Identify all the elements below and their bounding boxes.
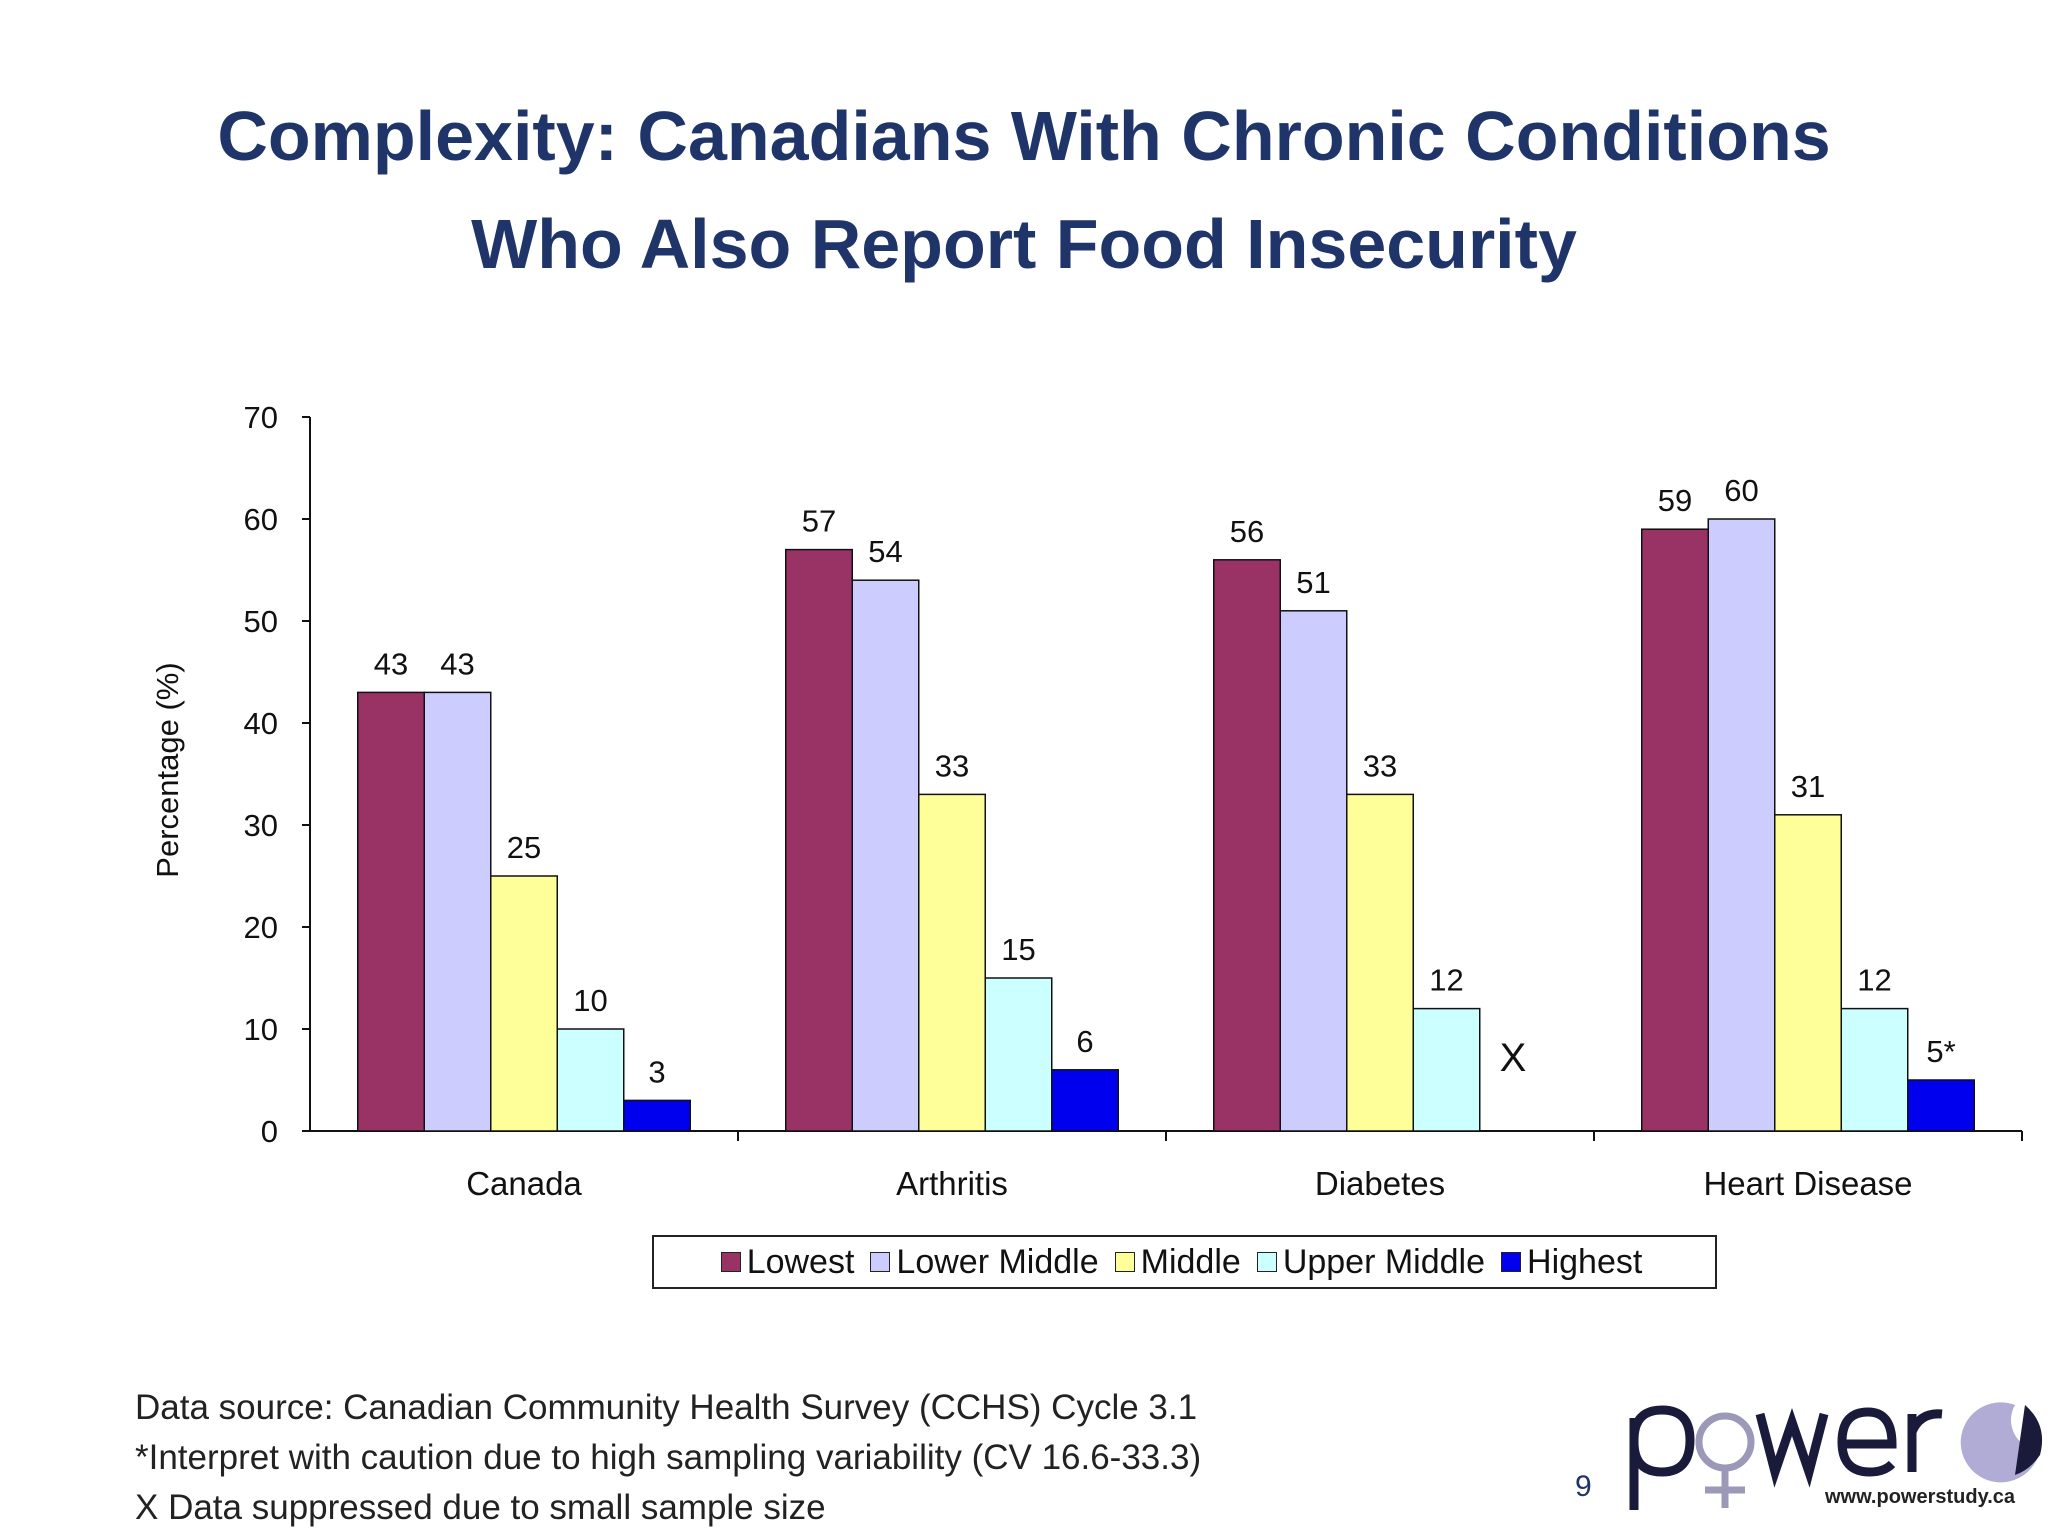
y-tick-label: 10	[244, 1012, 278, 1047]
y-axis-label: Percentage (%)	[150, 662, 185, 877]
logo-p-glyph	[1629, 1405, 1695, 1510]
logo-wer-glyphs	[1755, 1407, 1943, 1488]
data-label: 12	[1429, 963, 1463, 998]
y-tick-label: 60	[244, 502, 278, 537]
data-label: 56	[1230, 514, 1264, 549]
title-line-2: Who Also Report Food Insecurity	[471, 205, 1577, 283]
legend-label: Highest	[1527, 1242, 1643, 1281]
bar-lowest	[785, 548, 853, 1132]
data-label: 25	[507, 830, 541, 865]
suppressed-note: X Data suppressed due to small sample si…	[135, 1488, 826, 1527]
bar-upper-middle	[1840, 1007, 1909, 1132]
data-label: 57	[802, 504, 836, 539]
data-label: 3	[648, 1054, 665, 1089]
data-label: 6	[1076, 1024, 1093, 1059]
data-label: 43	[440, 646, 474, 681]
bar-upper-middle	[556, 1028, 625, 1132]
title-line-1: Complexity: Canadians With Chronic Condi…	[217, 97, 1831, 175]
data-label: 51	[1296, 565, 1330, 600]
data-label: 59	[1658, 483, 1692, 518]
legend-label: Lower Middle	[896, 1242, 1099, 1281]
caution-note: *Interpret with caution due to high samp…	[135, 1438, 1202, 1477]
data-label: X	[1500, 1036, 1527, 1080]
legend-item: Lowest	[720, 1242, 855, 1282]
x-tick-label: Arthritis	[896, 1165, 1008, 1202]
bar-highest	[623, 1099, 691, 1132]
data-label: 54	[868, 534, 902, 569]
bar-middle	[918, 793, 986, 1132]
bar-lowest	[1641, 528, 1709, 1132]
data-label: 10	[573, 983, 607, 1018]
data-source-note: Data source: Canadian Community Health S…	[135, 1388, 1198, 1427]
y-tick-label: 40	[244, 706, 278, 741]
bar-middle	[1346, 793, 1414, 1132]
y-tick-label: 20	[244, 910, 278, 945]
bar-upper-middle	[1412, 1007, 1481, 1132]
x-tick-label: Heart Disease	[1703, 1165, 1912, 1202]
bar-middle	[490, 875, 558, 1132]
legend-swatch	[720, 1252, 741, 1272]
data-label: 33	[935, 748, 969, 783]
bar-lower-middle	[1279, 610, 1348, 1132]
legend-item: Upper Middle	[1256, 1242, 1486, 1282]
bar-lower-middle	[1707, 518, 1776, 1132]
page-number: 9	[1575, 1470, 1592, 1503]
y-tick-label: 30	[244, 808, 278, 843]
legend-item: Highest	[1501, 1243, 1642, 1282]
data-label: 5*	[1926, 1034, 1955, 1069]
power-study-logo: www.powerstudy.ca	[1629, 1402, 2043, 1510]
y-tick-label: 70	[244, 400, 278, 435]
data-label: 60	[1724, 473, 1758, 508]
legend-item: Middle	[1114, 1242, 1241, 1282]
legend-label: Lowest	[746, 1242, 855, 1281]
x-tick-label: Diabetes	[1315, 1165, 1445, 1202]
y-tick-label: 50	[244, 604, 278, 639]
logo-url: www.powerstudy.ca	[1824, 1486, 2016, 1508]
legend-swatch	[1256, 1252, 1277, 1272]
bar-highest	[1907, 1079, 1975, 1132]
legend-swatch	[870, 1252, 891, 1272]
data-label: 12	[1857, 963, 1891, 998]
bar-lowest	[1213, 559, 1281, 1132]
bar-lowest	[357, 691, 425, 1132]
legend-label: Upper Middle	[1282, 1242, 1486, 1281]
bar-highest	[1051, 1069, 1119, 1132]
legend-label: Middle	[1140, 1242, 1241, 1281]
chart-legend: Lowest Lower Middle Middle Upper Middle High…	[652, 1235, 1717, 1289]
bar-lower-middle	[851, 579, 920, 1132]
data-label: 31	[1791, 769, 1825, 804]
bar-middle	[1774, 814, 1842, 1132]
bar-lower-middle	[423, 691, 492, 1132]
data-label: 43	[374, 646, 408, 681]
x-tick-label: Canada	[466, 1165, 582, 1202]
footnotes: Data source: Canadian Community Health S…	[135, 1384, 1201, 1534]
data-label: 15	[1001, 932, 1035, 967]
slide-title: Complexity: Canadians With Chronic Condi…	[0, 82, 2048, 298]
y-tick-label: 0	[261, 1114, 278, 1149]
data-label: 33	[1363, 748, 1397, 783]
legend-item: Lower Middle	[870, 1242, 1099, 1282]
bar-upper-middle	[984, 977, 1053, 1132]
legend-swatch	[1114, 1252, 1135, 1272]
legend-swatch	[1501, 1252, 1522, 1272]
